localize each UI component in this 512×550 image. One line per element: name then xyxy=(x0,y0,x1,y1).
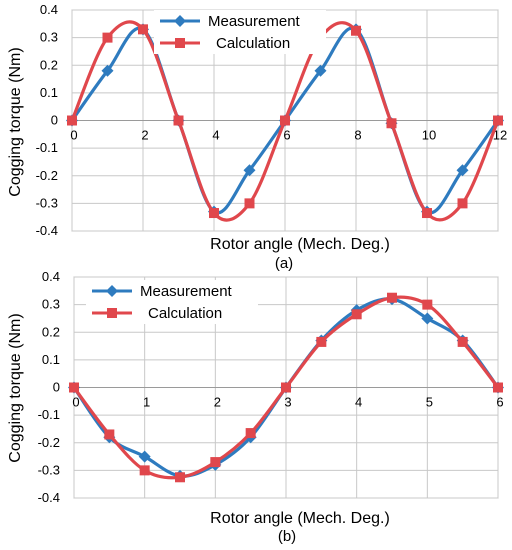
calculation-point xyxy=(209,208,219,219)
x-tick-label: 2 xyxy=(214,395,221,410)
y-axis-title-a: Cogging torque (Nm) xyxy=(7,47,24,196)
y-tick-label: -0.1 xyxy=(38,407,60,422)
legend-a: Measurement Calculation xyxy=(154,10,326,54)
y-tick-label: -0.3 xyxy=(38,462,60,477)
x-tick-label: 2 xyxy=(141,128,148,143)
y-tick-label: -0.2 xyxy=(38,435,60,450)
series-b xyxy=(68,292,504,483)
y-axis-title-b: Cogging torque (Nm) xyxy=(7,313,24,462)
legend-label-measurement: Measurement xyxy=(208,13,301,30)
x-tick-label: 6 xyxy=(496,395,503,410)
calculation-point xyxy=(457,198,468,209)
y-tick-label: -0.1 xyxy=(36,140,58,155)
calculation-point xyxy=(422,299,433,310)
legend-measurement-marker xyxy=(174,15,186,27)
legend-label-calculation: Calculation xyxy=(148,305,222,322)
calculation-point xyxy=(316,336,327,347)
legend-measurement-marker xyxy=(106,285,118,297)
caption-b: (b) xyxy=(278,528,296,545)
legend-bg xyxy=(86,302,258,324)
measurement-point xyxy=(456,164,469,177)
series-a xyxy=(66,20,504,222)
x-tick-label: 0 xyxy=(70,128,77,143)
y-tick-label: -0.4 xyxy=(36,223,58,238)
y-tick-label: -0.4 xyxy=(38,490,60,505)
y-ticks-a: 0.4 0.3 0.2 0.1 0 -0.1 -0.2 -0.3 -0.4 xyxy=(36,2,58,238)
x-tick-label: 12 xyxy=(493,128,507,143)
calculation-point xyxy=(351,25,361,36)
measurement-point xyxy=(101,64,114,77)
x-axis-title-b: Rotor angle (Mech. Deg.) xyxy=(210,510,390,527)
calculation-point xyxy=(493,382,503,393)
y-tick-label: 0.4 xyxy=(40,2,58,17)
x-axis-title-a: Rotor angle (Mech. Deg.) xyxy=(210,236,390,253)
x-tick-label: 10 xyxy=(422,128,436,143)
y-tick-label: 0.1 xyxy=(42,352,60,367)
legend-calculation-marker xyxy=(175,38,185,48)
x-tick-label: 6 xyxy=(283,128,290,143)
legend-bg xyxy=(154,32,326,54)
measurement-point xyxy=(243,164,256,177)
y-tick-label: 0.2 xyxy=(40,57,58,72)
calculation-point xyxy=(386,118,397,129)
calculation-point xyxy=(281,382,291,393)
calculation-point xyxy=(245,428,256,439)
calculation-point xyxy=(138,24,148,35)
calculation-point xyxy=(104,429,115,440)
legend-bg xyxy=(86,280,258,302)
legend-calculation-marker xyxy=(107,308,117,318)
legend-bg xyxy=(154,10,326,32)
y-tick-label: 0.1 xyxy=(40,85,58,100)
y-tick-label: 0 xyxy=(53,380,60,395)
x-tick-label: 8 xyxy=(354,128,361,143)
caption-a: (a) xyxy=(275,255,293,272)
y-tick-label: -0.2 xyxy=(36,168,58,183)
x-ticks-b: 0 1 2 3 4 5 6 xyxy=(72,395,503,410)
measurement-point xyxy=(421,312,434,325)
x-tick-label: 4 xyxy=(212,128,219,143)
calculation-point xyxy=(493,115,503,126)
x-tick-label: 5 xyxy=(426,395,433,410)
chart-panel-b: 0 1 2 3 4 5 6 0.4 0.3 0.2 0.1 0 -0.1 -0.2 -0.3 -0.4 Me… xyxy=(7,269,504,545)
calculation-point xyxy=(351,309,362,320)
y-ticks-b: 0.4 0.3 0.2 0.1 0 -0.1 -0.2 -0.3 -0.4 xyxy=(38,269,60,505)
y-tick-label: -0.3 xyxy=(36,195,58,210)
y-tick-label: 0.3 xyxy=(42,297,60,312)
calculation-point xyxy=(175,472,185,483)
y-tick-label: 0.4 xyxy=(42,269,60,284)
x-tick-label: 1 xyxy=(143,395,150,410)
x-tick-label: 0 xyxy=(72,395,79,410)
calculation-point xyxy=(102,32,113,43)
y-tick-label: 0.3 xyxy=(40,30,58,45)
x-ticks-a: 0 2 4 6 8 10 12 xyxy=(70,128,507,143)
calculation-point xyxy=(457,336,468,347)
x-tick-label: 3 xyxy=(284,395,291,410)
calculation-point xyxy=(139,465,150,476)
calculation-point xyxy=(422,208,432,219)
calculation-point xyxy=(67,115,77,126)
chart-panel-a: 0 2 4 6 8 10 12 0.40.30.20.10-0.1-0.2-0.3-0.4 … xyxy=(7,2,507,272)
legend-label-measurement: Measurement xyxy=(140,283,233,300)
calculation-point xyxy=(210,457,221,468)
x-tick-label: 4 xyxy=(355,395,362,410)
measurement-point xyxy=(138,450,151,463)
calculation-point xyxy=(69,382,79,393)
y-tick-label: 0 xyxy=(51,113,58,128)
measurement-point xyxy=(314,64,327,77)
calculation-point xyxy=(244,198,255,209)
calculation-point xyxy=(387,292,397,303)
legend-b: Measurement Calculation xyxy=(86,280,258,324)
y-tick-label: 0.2 xyxy=(42,324,60,339)
legend-label-calculation: Calculation xyxy=(216,35,290,52)
calculation-point xyxy=(280,115,290,126)
calculation-point xyxy=(173,115,184,126)
